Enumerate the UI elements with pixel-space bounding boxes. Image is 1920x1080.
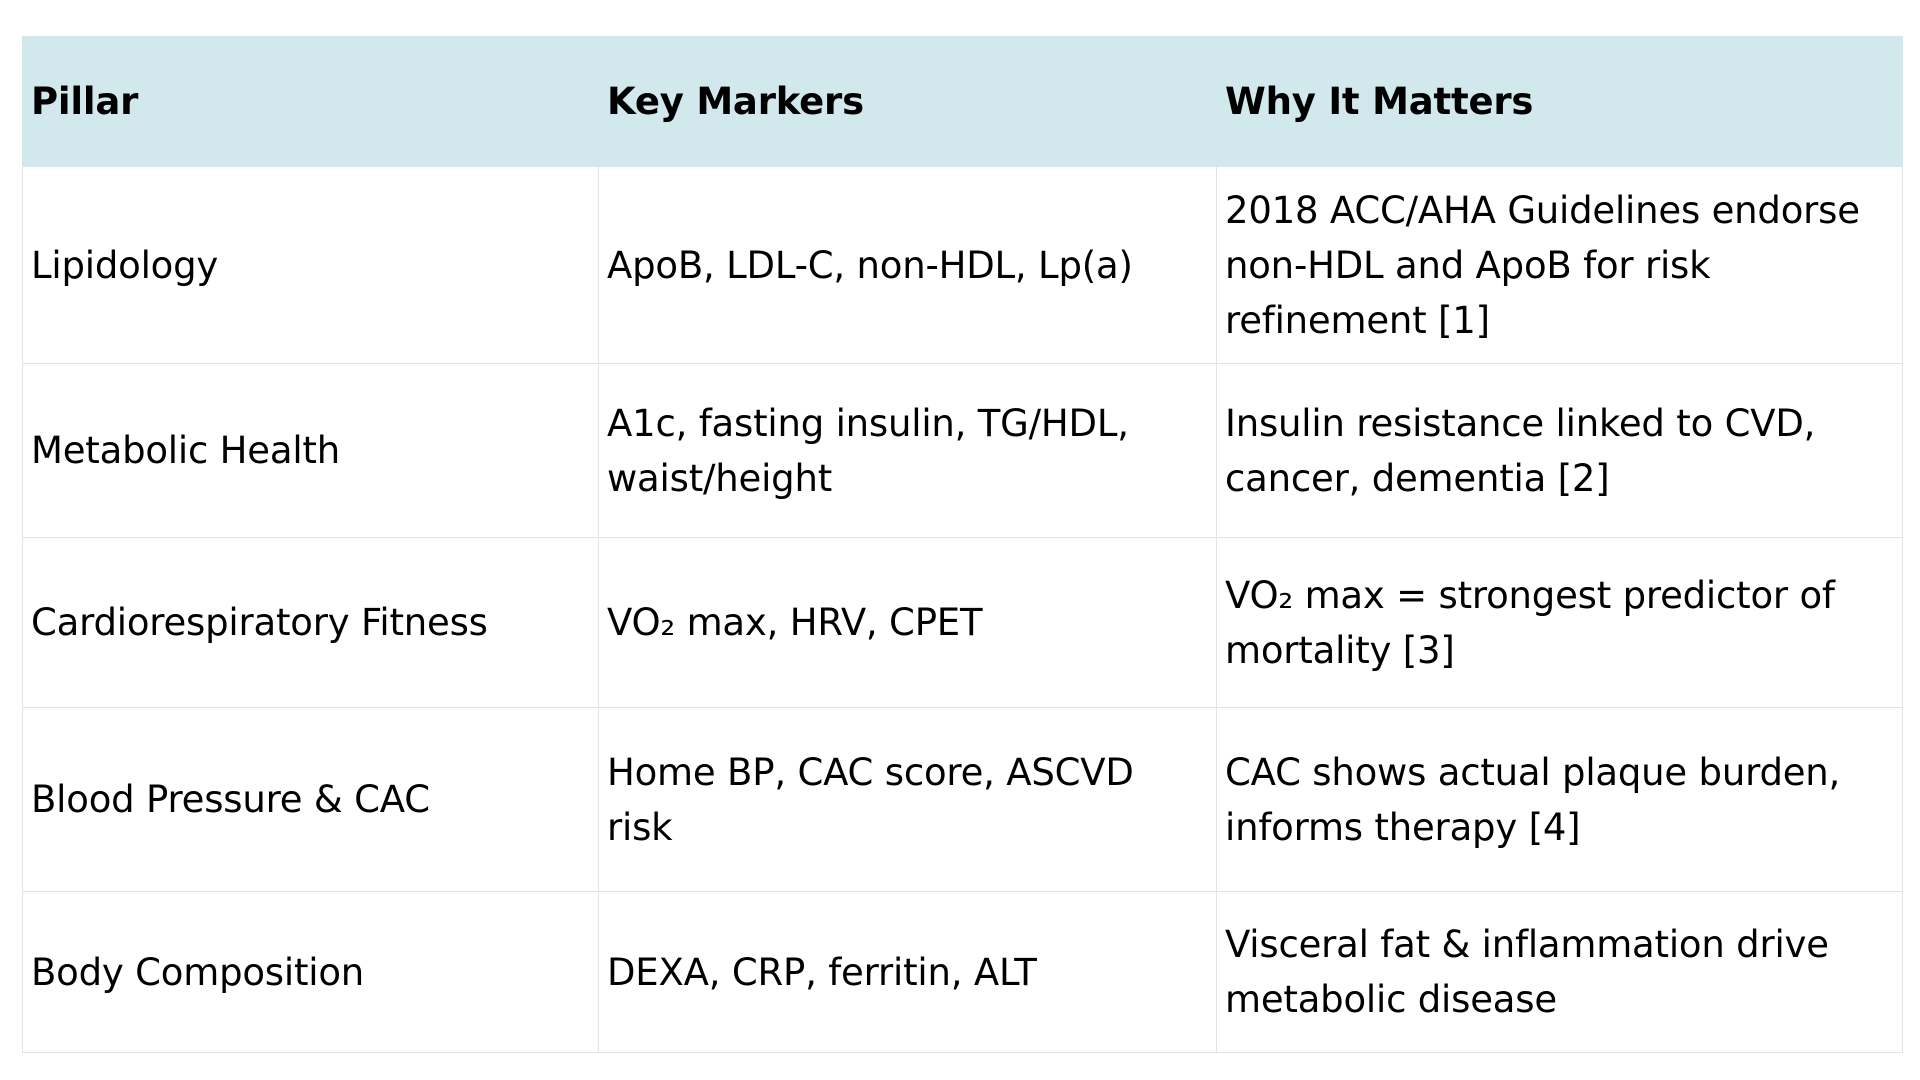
markers-cell: Home BP, CAC score, ASCVD risk	[598, 707, 1217, 892]
header-why-it-matters: Why It Matters	[1216, 36, 1903, 167]
header-pillar: Pillar	[22, 36, 599, 167]
pillar-cell: Cardiorespiratory Fitness	[22, 537, 599, 708]
pillar-cell: Blood Pressure & CAC	[22, 707, 599, 892]
markers-cell: A1c, fasting insulin, TG/HDL, waist/heig…	[598, 363, 1217, 538]
header-key-markers: Key Markers	[598, 36, 1217, 167]
markers-cell: DEXA, CRP, ferritin, ALT	[598, 891, 1217, 1053]
pillar-cell: Metabolic Health	[22, 363, 599, 538]
table-row: Metabolic Health A1c, fasting insulin, T…	[22, 363, 1903, 538]
table-header-row: Pillar Key Markers Why It Matters	[22, 36, 1903, 167]
table-row: Body Composition DEXA, CRP, ferritin, AL…	[22, 891, 1903, 1053]
pillar-cell: Lipidology	[22, 166, 599, 364]
why-cell: Insulin resistance linked to CVD, cancer…	[1216, 363, 1903, 538]
pillar-cell: Body Composition	[22, 891, 599, 1053]
why-cell: Visceral fat & inflammation drive metabo…	[1216, 891, 1903, 1053]
why-cell: VO₂ max = strongest predictor of mortali…	[1216, 537, 1903, 708]
markers-cell: ApoB, LDL-C, non-HDL, Lp(a)	[598, 166, 1217, 364]
why-cell: CAC shows actual plaque burden, informs …	[1216, 707, 1903, 892]
markers-cell: VO₂ max, HRV, CPET	[598, 537, 1217, 708]
table-row: Cardiorespiratory Fitness VO₂ max, HRV, …	[22, 537, 1903, 708]
why-cell: 2018 ACC/AHA Guidelines endorse non-HDL …	[1216, 166, 1903, 364]
table-row: Lipidology ApoB, LDL-C, non-HDL, Lp(a) 2…	[22, 166, 1903, 364]
table-row: Blood Pressure & CAC Home BP, CAC score,…	[22, 707, 1903, 892]
pillars-table: Pillar Key Markers Why It Matters Lipido…	[22, 36, 1903, 1053]
